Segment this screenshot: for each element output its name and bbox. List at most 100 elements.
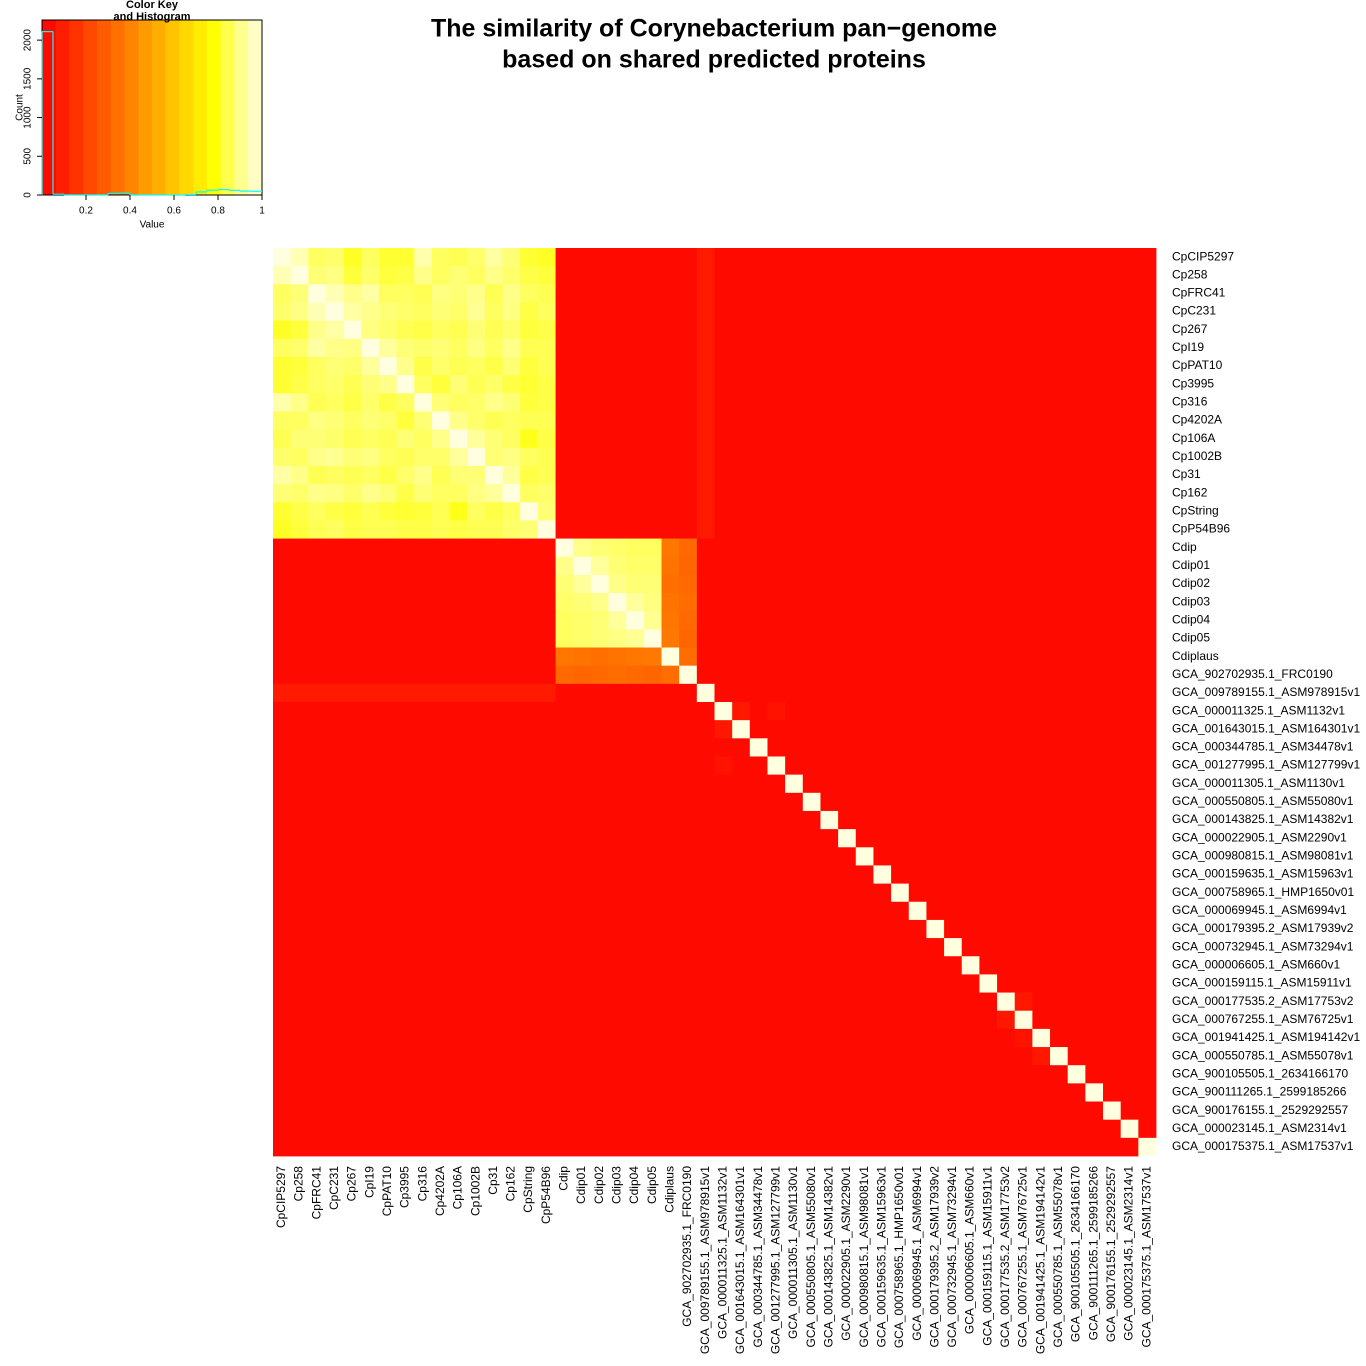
- heatmap-cell: [767, 865, 786, 884]
- heatmap-cell: [1085, 338, 1104, 358]
- heatmap-cell: [979, 956, 998, 975]
- row-label: GCA_000159635.1_ASM15963v1: [1172, 867, 1354, 881]
- heatmap-cell: [520, 447, 539, 467]
- heatmap-cell: [361, 266, 380, 285]
- heatmap-cell: [926, 538, 945, 558]
- heatmap-cell: [643, 556, 662, 576]
- heatmap-cell: [855, 992, 874, 1012]
- heatmap-cell: [608, 756, 627, 776]
- heatmap-cell: [378, 574, 398, 594]
- heatmap-cell: [1032, 320, 1051, 340]
- heatmap-cell: [643, 375, 662, 394]
- heatmap-cell: [608, 1047, 627, 1066]
- heatmap-cell: [502, 302, 521, 322]
- heatmap-cell: [661, 502, 680, 521]
- heatmap-cell: [661, 829, 680, 848]
- heatmap-cell: [802, 774, 821, 794]
- heatmap-cell: [749, 974, 768, 993]
- heatmap-cell: [767, 1028, 786, 1048]
- heatmap-cell: [944, 956, 963, 975]
- heatmap-cell: [414, 665, 433, 685]
- heatmap-cell: [749, 919, 768, 939]
- heatmap-cell: [520, 520, 539, 539]
- heatmap-cell: [378, 829, 398, 848]
- heatmap-cell: [961, 1065, 980, 1084]
- heatmap-cell: [749, 1101, 768, 1121]
- heatmap-cell: [749, 320, 768, 340]
- heatmap-cell: [431, 611, 450, 630]
- heatmap-cell: [467, 1137, 486, 1157]
- heatmap-cell: [608, 1065, 627, 1084]
- heatmap-cell: [926, 338, 945, 358]
- heatmap-cell: [785, 702, 804, 721]
- heatmap-cell: [520, 1119, 539, 1139]
- heatmap-cell: [1014, 1065, 1033, 1084]
- heatmap-cell: [891, 974, 910, 993]
- heatmap-cell: [908, 338, 927, 358]
- heatmap-cell: [1085, 810, 1104, 830]
- heatmap-cell: [891, 356, 910, 376]
- heatmap-cell: [608, 829, 627, 848]
- heatmap-cell: [714, 810, 733, 830]
- heatmap-cell: [873, 356, 892, 376]
- heatmap-cell: [573, 1047, 592, 1066]
- heatmap-cell: [749, 956, 768, 975]
- heatmap-cell: [1103, 865, 1122, 884]
- heatmap-cell: [1050, 1119, 1069, 1139]
- heatmap-cell: [1138, 756, 1157, 776]
- heatmap-cell: [891, 502, 910, 521]
- heatmap-cell: [1120, 774, 1139, 794]
- heatmap-cell: [396, 901, 415, 921]
- heatmap-cell: [1050, 702, 1069, 721]
- heatmap-cell: [361, 593, 380, 612]
- heatmap-cell: [431, 847, 450, 866]
- heatmap-cell: [749, 1028, 768, 1048]
- heatmap-cell: [608, 629, 627, 648]
- heatmap-cell: [1067, 1119, 1086, 1139]
- heatmap-cell: [908, 266, 927, 285]
- heatmap-cell: [1050, 302, 1069, 322]
- heatmap-cell: [1138, 248, 1157, 267]
- heatmap-cell: [502, 702, 521, 721]
- heatmap-cell: [908, 1010, 927, 1030]
- row-label: GCA_902702935.1_FRC0190: [1172, 667, 1333, 681]
- heatmap-cell: [873, 774, 892, 794]
- heatmap-cell: [1050, 338, 1069, 358]
- heatmap-cell: [696, 593, 715, 612]
- row-label: Cp106A: [1172, 431, 1215, 445]
- heatmap-cell: [1032, 284, 1051, 303]
- heatmap-cell: [643, 829, 662, 848]
- heatmap-cell: [891, 883, 910, 903]
- heatmap-cell: [1014, 1101, 1033, 1121]
- heatmap-cell: [926, 810, 945, 830]
- heatmap-cell: [944, 1137, 963, 1157]
- heatmap-cell: [961, 956, 980, 975]
- heatmap-cell: [414, 992, 433, 1012]
- y-tick-label: 1000: [23, 106, 34, 129]
- heatmap-cell: [661, 484, 680, 503]
- heatmap-cell: [414, 1010, 433, 1030]
- heatmap-cell: [537, 919, 556, 939]
- heatmap-cell: [1120, 738, 1139, 757]
- heatmap-cell: [290, 574, 309, 594]
- heatmap-cell: [1085, 1065, 1104, 1084]
- heatmap-cell: [1050, 883, 1069, 903]
- heatmap-cell: [749, 883, 768, 903]
- heatmap-cell: [679, 720, 698, 739]
- heatmap-cell: [555, 574, 574, 594]
- heatmap-cell: [979, 320, 998, 340]
- heatmap-cell: [467, 665, 486, 685]
- heatmap-cell: [732, 702, 751, 721]
- heatmap-cell: [679, 956, 698, 975]
- heatmap-cell: [696, 992, 715, 1012]
- heatmap-cell: [608, 356, 627, 376]
- heatmap-cell: [449, 738, 468, 757]
- heatmap-cell: [661, 1047, 680, 1066]
- heatmap-cell: [555, 901, 574, 921]
- heatmap-cell: [626, 593, 645, 612]
- heatmap-cell: [414, 1083, 433, 1102]
- heatmap-cell: [1138, 1083, 1157, 1102]
- heatmap-cell: [396, 974, 415, 993]
- heatmap-cell: [361, 992, 380, 1012]
- heatmap-cell: [273, 883, 292, 903]
